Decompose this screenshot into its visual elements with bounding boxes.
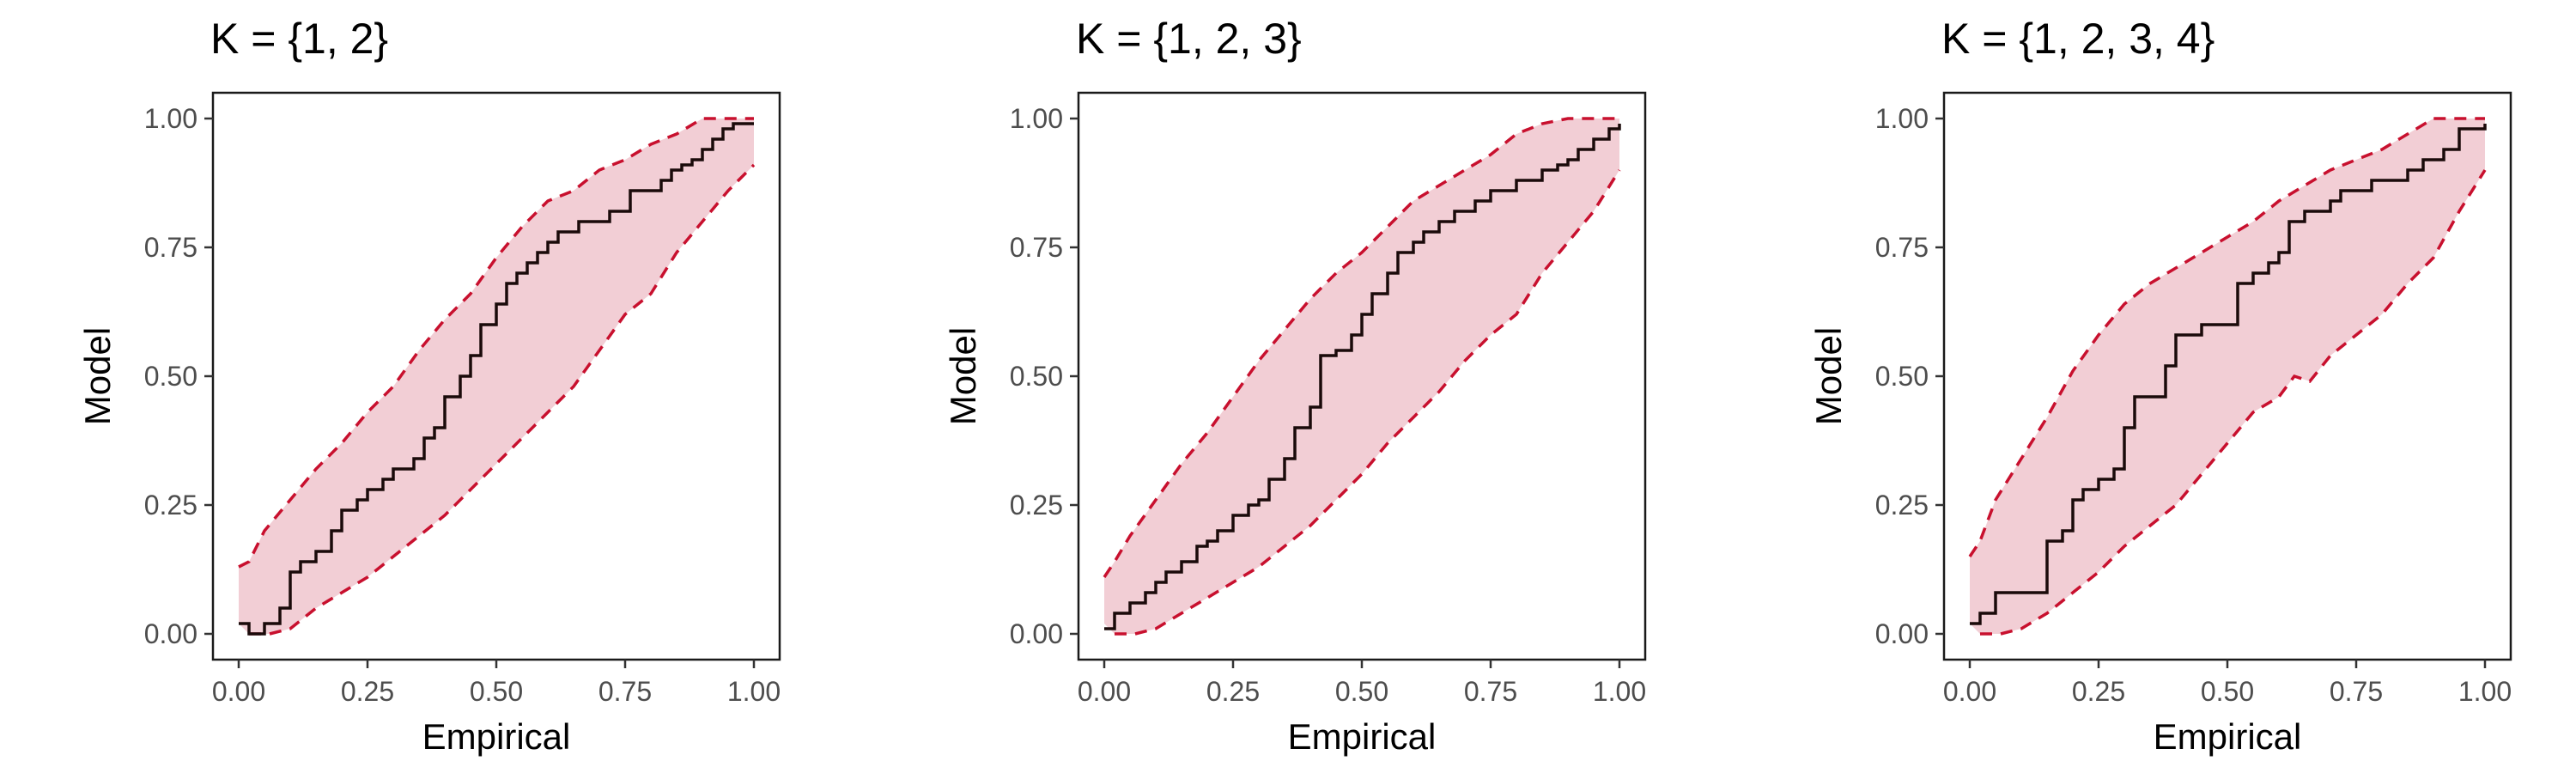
x-tick-label: 0.50 [2201, 676, 2254, 707]
y-tick-label: 1.00 [1010, 103, 1063, 134]
x-tick-label: 1.00 [1593, 676, 1646, 707]
y-tick-label: 0.25 [144, 490, 197, 520]
empirical-step-line [239, 122, 754, 636]
x-tick-label: 0.00 [1078, 676, 1131, 707]
x-tick-label: 0.50 [470, 676, 523, 707]
empirical-step-line [1970, 124, 2487, 625]
y-tick-label: 0.00 [1010, 618, 1063, 649]
panel-2: 0.00 0.25 0.50 0.75 1.00 0.00 0.25 0.50 0.75 1.00… [943, 15, 1647, 757]
x-tick-label: 0.25 [2072, 676, 2125, 707]
panel-1: 0.00 0.25 0.50 0.75 1.00 0.00 0.25 0.50 0.75 1.00… [77, 15, 781, 757]
x-tick-label: 1.00 [727, 676, 781, 707]
empirical-step-line [1104, 124, 1621, 630]
upper-bound-line [1103, 117, 1619, 578]
x-axis-label: Empirical [1288, 716, 1437, 757]
lower-bound-line [249, 163, 756, 636]
x-tick-label: 0.75 [598, 676, 652, 707]
y-tick-label: 0.75 [144, 232, 197, 263]
upper-bound-line [238, 117, 754, 569]
x-tick-label: 0.75 [2330, 676, 2383, 707]
upper-bound-line [1968, 117, 2485, 557]
x-tick-label: 0.00 [212, 676, 265, 707]
y-tick-label: 0.25 [1010, 490, 1063, 520]
y-tick-label: 0.75 [1010, 232, 1063, 263]
y-tick-label: 1.00 [1875, 103, 1929, 134]
panel-title: K = {1, 2} [210, 15, 388, 63]
y-tick-label: 0.50 [144, 361, 197, 392]
x-axis-label: Empirical [2154, 716, 2302, 757]
y-tick-label: 0.50 [1875, 361, 1929, 392]
y-axis-label: Model [77, 327, 118, 425]
panel-3: 0.00 0.25 0.50 0.75 1.00 0.00 0.25 0.50 0.75 1.00… [1808, 15, 2512, 757]
x-tick-label: 0.25 [1206, 676, 1260, 707]
confidence-band [239, 119, 754, 634]
panel-title: K = {1, 2, 3, 4} [1941, 15, 2215, 63]
y-tick-label: 0.00 [1875, 618, 1929, 649]
x-tick-label: 1.00 [2458, 676, 2512, 707]
y-axis-label: Model [943, 327, 983, 425]
y-tick-label: 0.00 [144, 618, 197, 649]
x-tick-label: 0.00 [1943, 676, 1996, 707]
x-tick-label: 0.50 [1335, 676, 1388, 707]
y-axis-label: Model [1808, 327, 1849, 425]
lower-bound-line [1980, 169, 2487, 636]
confidence-band [1104, 119, 1619, 634]
panel-title: K = {1, 2, 3} [1076, 15, 1302, 63]
y-tick-label: 0.75 [1875, 232, 1929, 263]
x-axis-label: Empirical [422, 716, 571, 757]
x-tick-label: 0.75 [1464, 676, 1517, 707]
y-tick-label: 1.00 [144, 103, 197, 134]
confidence-band [1970, 119, 2485, 634]
y-tick-label: 0.50 [1010, 361, 1063, 392]
x-tick-label: 0.25 [341, 676, 394, 707]
y-tick-label: 0.25 [1875, 490, 1929, 520]
